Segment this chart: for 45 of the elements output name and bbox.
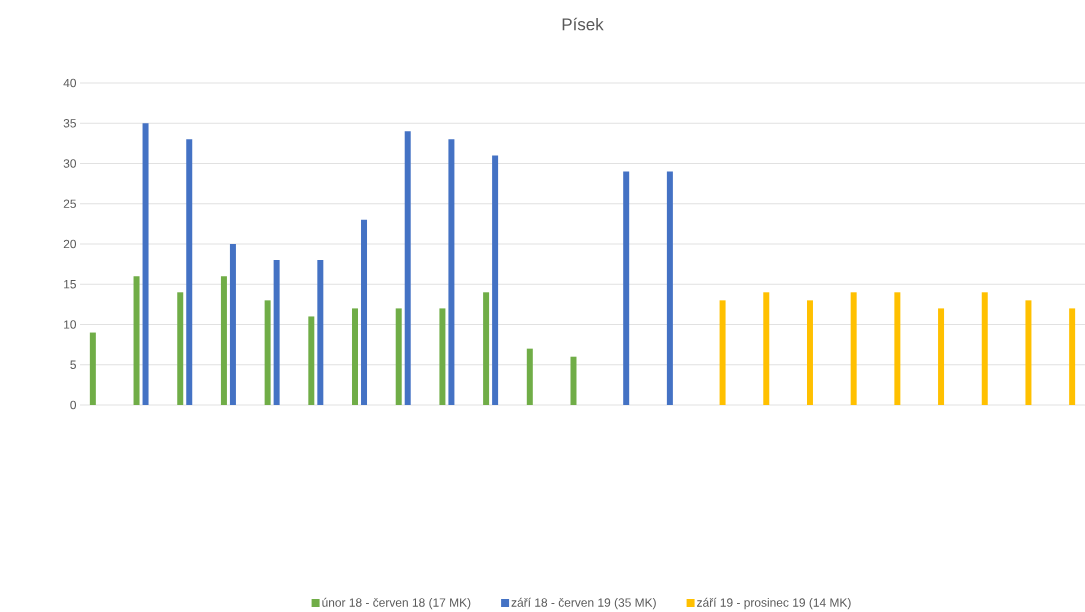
bar (850, 292, 857, 405)
bar (666, 171, 673, 405)
y-tick-label: 15 (64, 280, 76, 289)
bar (763, 292, 770, 405)
y-tick-label: 30 (63, 159, 77, 168)
legend-label: září 18 - červen 19 (35 MK) (511, 597, 656, 610)
y-tick-label: 5 (70, 360, 76, 369)
bar (439, 308, 446, 405)
y-tick-label: 40 (63, 78, 77, 88)
bar (894, 292, 901, 405)
bar (361, 219, 368, 405)
bar (352, 308, 359, 405)
bar (142, 123, 149, 405)
bar (1025, 300, 1032, 405)
legend-label: září 19 - prosinec 19 (14 MK) (697, 597, 851, 610)
bar (483, 292, 490, 405)
y-tick-label: 25 (63, 199, 76, 208)
y-tick-label: 0 (70, 400, 77, 410)
y-tick-label: 35 (63, 119, 76, 128)
bar (308, 316, 315, 405)
bar (273, 260, 280, 405)
bar (806, 300, 813, 405)
bar (395, 308, 402, 405)
bar (492, 155, 499, 405)
bar (404, 131, 411, 405)
bar (264, 300, 271, 405)
bar (220, 276, 227, 405)
bar (186, 139, 193, 405)
bar (89, 332, 96, 405)
y-tick-label: 10 (64, 320, 77, 329)
legend-label: únor 18 - červen 18 (17 MK) (322, 597, 471, 610)
bar (526, 348, 533, 405)
y-tick-label: 20 (63, 239, 77, 249)
bar (570, 356, 577, 405)
bar (719, 300, 726, 405)
bar (133, 276, 140, 405)
bar (938, 308, 945, 405)
bar (317, 260, 324, 405)
bar (981, 292, 988, 405)
chart-title: Písek (562, 17, 604, 31)
bar (623, 171, 630, 405)
bar (229, 244, 236, 405)
bar (448, 139, 455, 405)
bar (177, 292, 184, 405)
bar (1069, 308, 1076, 405)
